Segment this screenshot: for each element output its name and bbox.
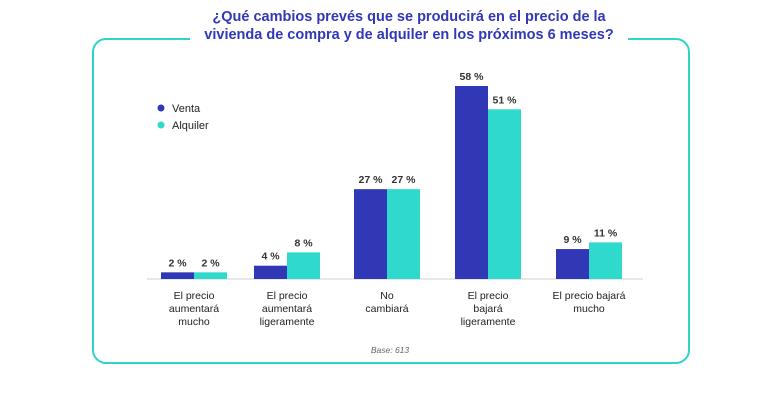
category-label-1: El precio aumentará ligeramente: [260, 290, 315, 328]
bar-alquiler-1: [287, 252, 320, 279]
value-label-alquiler-2: 27 %: [392, 174, 417, 186]
category-label-0: El precio aumentará mucho: [169, 290, 219, 328]
value-label-venta-2: 27 %: [359, 174, 384, 186]
value-label-alquiler-0: 2 %: [201, 257, 220, 269]
bar-venta-4: [556, 249, 589, 279]
category-label-2: No cambiará: [365, 290, 408, 315]
bar-venta-1: [254, 265, 287, 279]
value-label-venta-1: 4 %: [261, 251, 280, 263]
value-label-alquiler-4: 11 %: [594, 227, 618, 239]
value-label-venta-3: 58 %: [460, 71, 485, 83]
category-label-3: El precio bajará ligeramente: [461, 290, 516, 328]
category-label-4: El precio bajará mucho: [553, 290, 626, 315]
value-label-alquiler-3: 51 %: [493, 94, 518, 106]
bar-venta-3: [455, 86, 488, 279]
legend-label-alquiler: Alquiler: [172, 120, 209, 132]
bar-alquiler-2: [387, 189, 420, 279]
legend-label-venta: Venta: [172, 103, 201, 115]
bar-alquiler-3: [488, 109, 521, 279]
value-label-venta-4: 9 %: [563, 234, 582, 246]
bar-alquiler-0: [194, 272, 227, 279]
legend-marker-venta: [157, 104, 165, 112]
value-label-venta-0: 2 %: [168, 257, 187, 269]
bar-alquiler-4: [589, 242, 622, 279]
bar-venta-0: [161, 272, 194, 279]
value-label-alquiler-1: 8 %: [294, 237, 313, 249]
legend-marker-alquiler: [157, 121, 165, 129]
base-note: Base: 613: [371, 345, 410, 355]
chart-title: ¿Qué cambios prevés que se producirá en …: [190, 8, 628, 44]
bar-venta-2: [354, 189, 387, 279]
